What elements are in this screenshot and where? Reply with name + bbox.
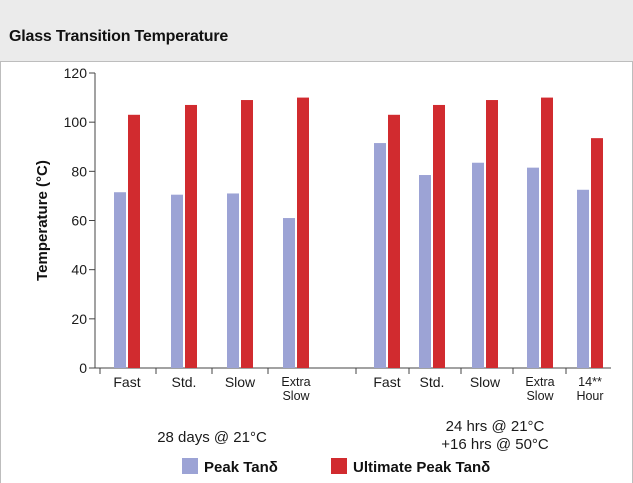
bar-ultimate-peak-tan <box>591 138 603 368</box>
bar-peak-tan <box>114 192 126 368</box>
legend: Peak Tanδ Ultimate Peak Tanδ <box>0 456 633 483</box>
panel-header: Glass Transition Temperature <box>0 0 633 62</box>
y-tick-label: 120 <box>64 65 88 81</box>
x-category-label: Std. <box>420 374 445 390</box>
x-category-label: Slow <box>470 374 501 390</box>
group-label-28-days: 28 days @ 21°C <box>157 429 267 446</box>
bar-ultimate-peak-tan <box>541 97 553 368</box>
x-category-label: Slow <box>225 374 256 390</box>
bar-peak-tan <box>419 175 431 368</box>
y-tick-label: 40 <box>71 262 87 278</box>
panel-border-left <box>0 62 1 483</box>
y-tick-label: 20 <box>71 311 87 327</box>
y-tick-label: 0 <box>79 360 87 376</box>
x-category-label: Extra Slow <box>525 375 554 403</box>
x-category-label: 14** Hour <box>576 375 603 403</box>
x-category-label: Fast <box>113 374 140 390</box>
bar-ultimate-peak-tan <box>128 114 140 369</box>
bar-ultimate-peak-tan <box>433 104 445 368</box>
legend-swatch-peak <box>182 458 198 474</box>
bar-ultimate-peak-tan <box>388 114 400 369</box>
group-label-24-hrs: 24 hrs @ 21°C +16 hrs @ 50°C <box>441 418 549 453</box>
y-tick-label: 60 <box>71 213 87 229</box>
legend-label-peak: Peak Tanδ <box>204 459 278 476</box>
bar-peak-tan <box>527 167 539 368</box>
chart-title: Glass Transition Temperature <box>9 28 229 45</box>
y-axis-title: Temperature (°C) <box>34 160 51 281</box>
legend-item-ultimate: Ultimate Peak Tanδ <box>331 458 490 476</box>
bar-peak-tan <box>227 193 239 368</box>
legend-item-peak: Peak Tanδ <box>182 458 278 476</box>
bar-peak-tan <box>374 143 386 368</box>
bar-ultimate-peak-tan <box>297 97 309 368</box>
x-category-label: Fast <box>373 374 400 390</box>
bar-ultimate-peak-tan <box>486 100 498 369</box>
y-tick-label: 100 <box>64 114 88 130</box>
bar-peak-tan <box>577 189 589 368</box>
bar-ultimate-peak-tan <box>241 100 253 369</box>
legend-swatch-ultimate <box>331 458 347 474</box>
bar-peak-tan <box>472 162 484 368</box>
bar-peak-tan <box>171 194 183 368</box>
x-category-label: Extra Slow <box>281 375 310 403</box>
y-tick-label: 80 <box>71 163 87 179</box>
bar-peak-tan <box>283 218 295 368</box>
bar-ultimate-peak-tan <box>185 104 197 368</box>
legend-label-ultimate: Ultimate Peak Tanδ <box>353 459 491 476</box>
x-category-label: Std. <box>172 374 197 390</box>
